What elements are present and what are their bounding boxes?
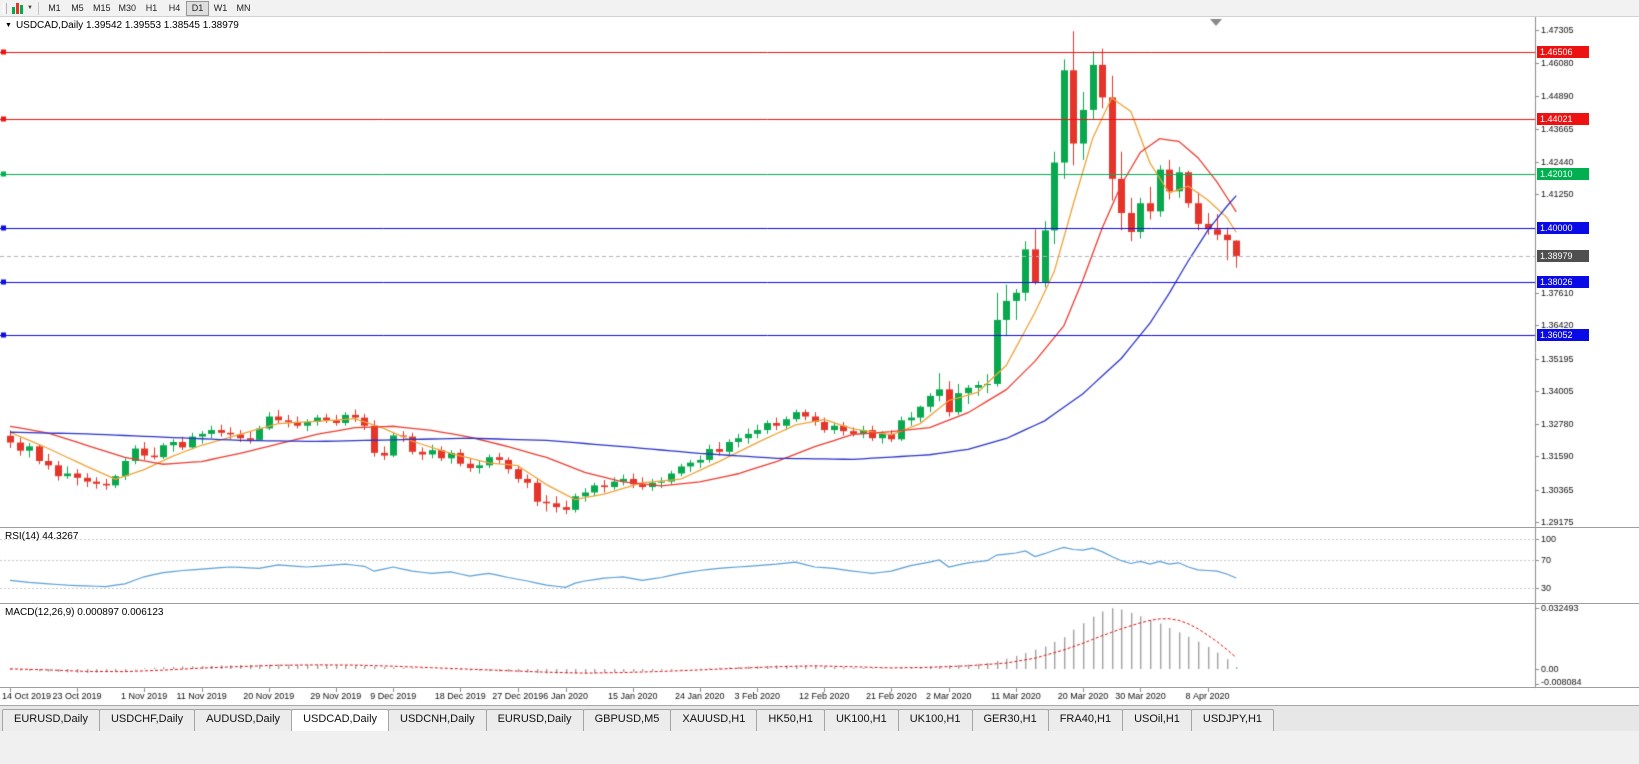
- rsi-indicator-label: RSI(14) 44.3267: [5, 531, 79, 542]
- icon-bar-red: [16, 2, 19, 14]
- chart-tab-usdcnh-daily[interactable]: USDCNH,Daily: [388, 709, 487, 731]
- chart-timeaxis-splitter[interactable]: [0, 687, 1639, 688]
- rsi-macd-splitter[interactable]: [0, 603, 1639, 604]
- chart-tab-hk50-h1[interactable]: HK50,H1: [756, 709, 825, 731]
- chart-tab-usdjpy-h1[interactable]: USDJPY,H1: [1190, 709, 1275, 731]
- chart-type-dropdown-caret[interactable]: ▼: [27, 5, 33, 11]
- candlestick-chart-icon[interactable]: [11, 2, 26, 15]
- macd-indicator-label: MACD(12,26,9) 0.000897 0.006123: [5, 607, 164, 618]
- symbol-dropdown-icon[interactable]: ▼: [5, 22, 12, 29]
- timeframe-w1-button[interactable]: W1: [208, 0, 232, 16]
- support-line-1-price-badge: 1.40000: [1537, 222, 1589, 234]
- chart-tab-usdchf-daily[interactable]: USDCHF,Daily: [98, 709, 196, 731]
- main-rsi-splitter[interactable]: [0, 527, 1639, 528]
- chart-title-text: USDCAD,Daily 1.39542 1.39553 1.38545 1.3…: [15, 20, 239, 31]
- chart-tab-audusd-daily[interactable]: AUDUSD,Daily: [194, 709, 293, 731]
- resistance-line-2-price-badge: 1.44021: [1537, 113, 1589, 125]
- timeframe-h4-button[interactable]: H4: [162, 0, 186, 16]
- timeframe-m15-button[interactable]: M15: [88, 0, 115, 16]
- chart-tab-eurusd-daily[interactable]: EURUSD,Daily: [485, 709, 584, 731]
- chart-tab-uk100-h1[interactable]: UK100,H1: [823, 709, 899, 731]
- chart-tab-xauusd-h1[interactable]: XAUUSD,H1: [670, 709, 758, 731]
- icon-bar-green: [12, 6, 15, 14]
- chart-tabs-bar: EURUSD,Daily USDCHF,Daily AUDUSD,Daily USDC…: [0, 705, 1639, 731]
- support-line-2-price-badge: 1.38026: [1537, 276, 1589, 288]
- resistance-line-1-price-badge: 1.46506: [1537, 46, 1589, 58]
- chart-tab-eurusd-daily[interactable]: EURUSD,Daily: [2, 709, 100, 731]
- chart-tab-usdcad-daily[interactable]: USDCAD,Daily: [291, 709, 390, 731]
- icon-bar-green2: [20, 4, 23, 14]
- timeframes-toolbar: ▼ M1 M5 M15 M30 H1 H4 D1 W1 MN: [0, 0, 1639, 17]
- chart-window: ▼ USDCAD,Daily 1.39542 1.39553 1.38545 1.…: [0, 17, 1639, 705]
- chart-tab-ger30-h1[interactable]: GER30,H1: [971, 709, 1049, 731]
- chart-tab-usoil-h1[interactable]: USOil,H1: [1122, 709, 1192, 731]
- timeframe-h1-button[interactable]: H1: [139, 0, 163, 16]
- chart-tab-fra40-h1[interactable]: FRA40,H1: [1047, 709, 1124, 731]
- chart-tab-gbpusd-m5[interactable]: GBPUSD,M5: [582, 709, 672, 731]
- current-price-badge: 1.38979: [1537, 250, 1589, 262]
- timeframe-m5-button[interactable]: M5: [65, 0, 89, 16]
- support-line-3-price-badge: 1.36052: [1537, 329, 1589, 341]
- timeframe-d1-button[interactable]: D1: [185, 0, 209, 16]
- chart-title: ▼ USDCAD,Daily 1.39542 1.39553 1.38545 1.…: [5, 20, 239, 31]
- chart-tab-uk100-h1[interactable]: UK100,H1: [897, 709, 973, 731]
- toolbar-separator: [37, 1, 39, 15]
- toolbar-grip[interactable]: [3, 2, 7, 14]
- bottom-area: [0, 731, 1639, 764]
- pivot-line-price-badge: 1.42010: [1537, 168, 1589, 180]
- timeframe-m1-button[interactable]: M1: [42, 0, 66, 16]
- chart-canvas[interactable]: [0, 17, 1639, 705]
- timeframe-m30-button[interactable]: M30: [114, 0, 140, 16]
- timeframe-mn-button[interactable]: MN: [231, 0, 255, 16]
